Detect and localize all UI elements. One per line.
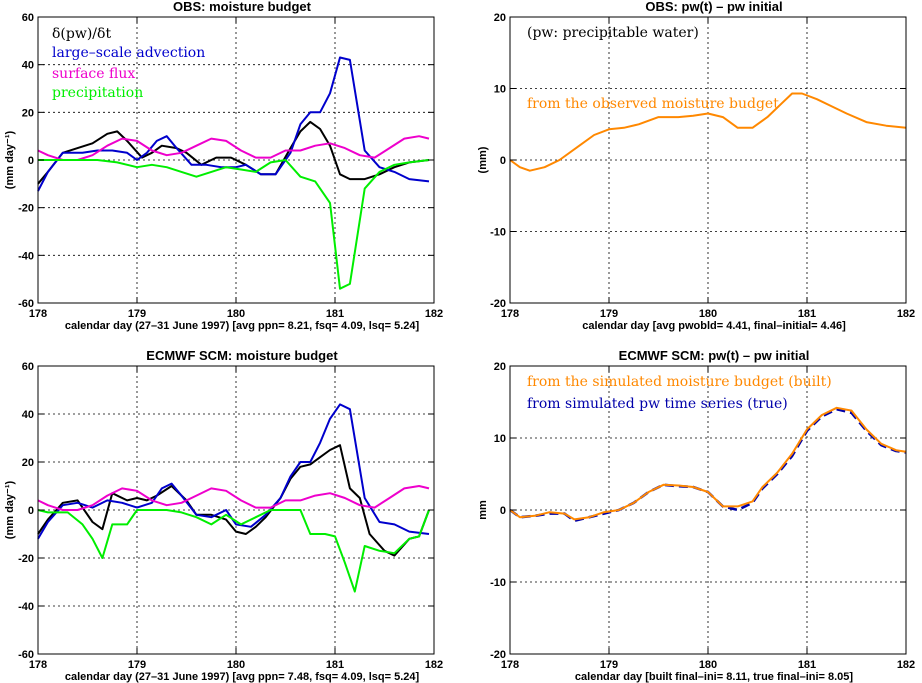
panel-title: OBS: moisture budget <box>173 0 312 14</box>
y-tick-label: 20 <box>494 12 506 24</box>
y-tick-label: 60 <box>22 12 34 24</box>
y-tick-label: -20 <box>490 298 506 310</box>
panel-ecmwf-pw: 178 179 180 181 182 -20 -10 0 10 20 ECMWF SCM: pw… <box>477 348 915 683</box>
annotation: (pw: precipitable water) <box>527 25 699 41</box>
legend-entry: from simulated pw time series (true) <box>527 396 788 412</box>
x-tick-label: 182 <box>897 659 915 671</box>
x-axis-label: calendar day [avg pwobld= 4.41, final–in… <box>582 320 846 332</box>
legend-entry: from the simulated moisture budget (buil… <box>527 374 832 390</box>
series-line <box>37 56 430 192</box>
y-tick-label: -20 <box>18 553 34 565</box>
x-tick-label: 182 <box>425 659 443 671</box>
y-tick-label: 10 <box>494 433 506 445</box>
x-tick-label: 179 <box>600 659 618 671</box>
x-tick-label: 181 <box>326 659 344 671</box>
series-line <box>37 403 430 540</box>
legend: from the simulated moisture budget (buil… <box>527 374 832 412</box>
series-line <box>37 444 430 557</box>
panel-ecmwf-moisture-budget: 178 179 180 181 182 -60 -40 -20 0 20 40 60 ECMWF SC… <box>4 348 443 683</box>
x-tick-label: 180 <box>227 659 245 671</box>
y-tick-label: 10 <box>494 84 506 96</box>
series-line <box>37 120 430 185</box>
x-tick-label: 180 <box>227 308 245 320</box>
annotation: from the observed moisture budget <box>527 96 779 112</box>
y-tick-label: -10 <box>490 577 506 589</box>
plot-area: 178 179 180 181 182 -20 -10 0 10 20 <box>490 12 915 320</box>
legend-entry: large–scale advection <box>52 45 205 61</box>
y-tick-label: 60 <box>22 361 34 373</box>
panel-title: OBS: pw(t) – pw initial <box>645 0 782 14</box>
y-tick-label: 20 <box>22 457 34 469</box>
series-line <box>509 407 907 523</box>
legend-entry: precipitation <box>52 85 143 101</box>
y-axis-label: mm <box>477 500 489 520</box>
y-axis-label: (mm day⁻¹) <box>4 480 16 539</box>
x-tick-label: 178 <box>501 659 519 671</box>
y-tick-label: -10 <box>490 227 506 239</box>
y-tick-label: -60 <box>18 649 34 661</box>
y-tick-label: 20 <box>22 107 34 119</box>
x-axis-label: calendar day (27–31 June 1997) [avg ppn=… <box>65 320 420 332</box>
legend-entry: surface flux <box>52 66 135 82</box>
x-tick-label: 181 <box>326 308 344 320</box>
y-tick-label: 0 <box>500 505 506 517</box>
y-tick-label: -40 <box>18 250 34 262</box>
y-tick-label: -60 <box>18 298 34 310</box>
panel-title: ECMWF SCM: pw(t) – pw initial <box>619 348 810 363</box>
x-tick-label: 178 <box>29 659 47 671</box>
y-tick-label: 0 <box>28 155 34 167</box>
series-line <box>37 485 430 511</box>
legend: δ(pw)/δt large–scale advection surface f… <box>52 26 205 101</box>
x-tick-label: 180 <box>699 659 717 671</box>
y-tick-label: 0 <box>28 505 34 517</box>
legend-entry: δ(pw)/δt <box>52 26 111 42</box>
y-tick-label: -20 <box>18 203 34 215</box>
x-axis-label: calendar day [built final–ini= 8.11, tru… <box>575 671 853 683</box>
series-line <box>37 135 430 161</box>
x-tick-label: 181 <box>798 659 816 671</box>
plot-area: 178 179 180 181 182 -60 -40 -20 0 20 40 60 <box>18 361 443 671</box>
series-line <box>38 159 430 290</box>
plot-area: 178 179 180 181 182 -20 -10 0 10 20 <box>490 361 915 671</box>
x-tick-label: 178 <box>501 308 519 320</box>
y-tick-label: 0 <box>500 155 506 167</box>
panel-title: ECMWF SCM: moisture budget <box>146 348 338 363</box>
y-tick-label: 40 <box>22 60 34 72</box>
y-axis-label: (mm day⁻¹) <box>4 130 16 189</box>
series-line <box>509 406 907 521</box>
y-tick-label: 20 <box>494 361 506 373</box>
y-axis-label: (mm) <box>477 146 489 173</box>
x-tick-label: 179 <box>600 308 618 320</box>
y-tick-label: -40 <box>18 601 34 613</box>
x-axis-label: calendar day (27–31 June 1997) [avg ppn=… <box>65 671 420 683</box>
series-line <box>37 509 430 593</box>
y-tick-label: 40 <box>22 409 34 421</box>
x-tick-label: 179 <box>128 308 146 320</box>
series-line <box>509 92 907 172</box>
x-tick-label: 182 <box>425 308 443 320</box>
panel-obs-pw: 178 179 180 181 182 -20 -10 0 10 20 OBS: pw(t) – … <box>477 0 915 332</box>
x-tick-label: 178 <box>29 308 47 320</box>
x-tick-label: 181 <box>798 308 816 320</box>
x-tick-label: 180 <box>699 308 717 320</box>
x-tick-label: 179 <box>128 659 146 671</box>
panel-obs-moisture-budget: 178 179 180 181 182 -60 -40 -20 0 20 40 60 OBS: moi… <box>4 0 443 332</box>
plot-area: 178 179 180 181 182 -60 -40 -20 0 20 40 60 <box>18 12 443 320</box>
y-tick-label: -20 <box>490 649 506 661</box>
x-tick-label: 182 <box>897 308 915 320</box>
